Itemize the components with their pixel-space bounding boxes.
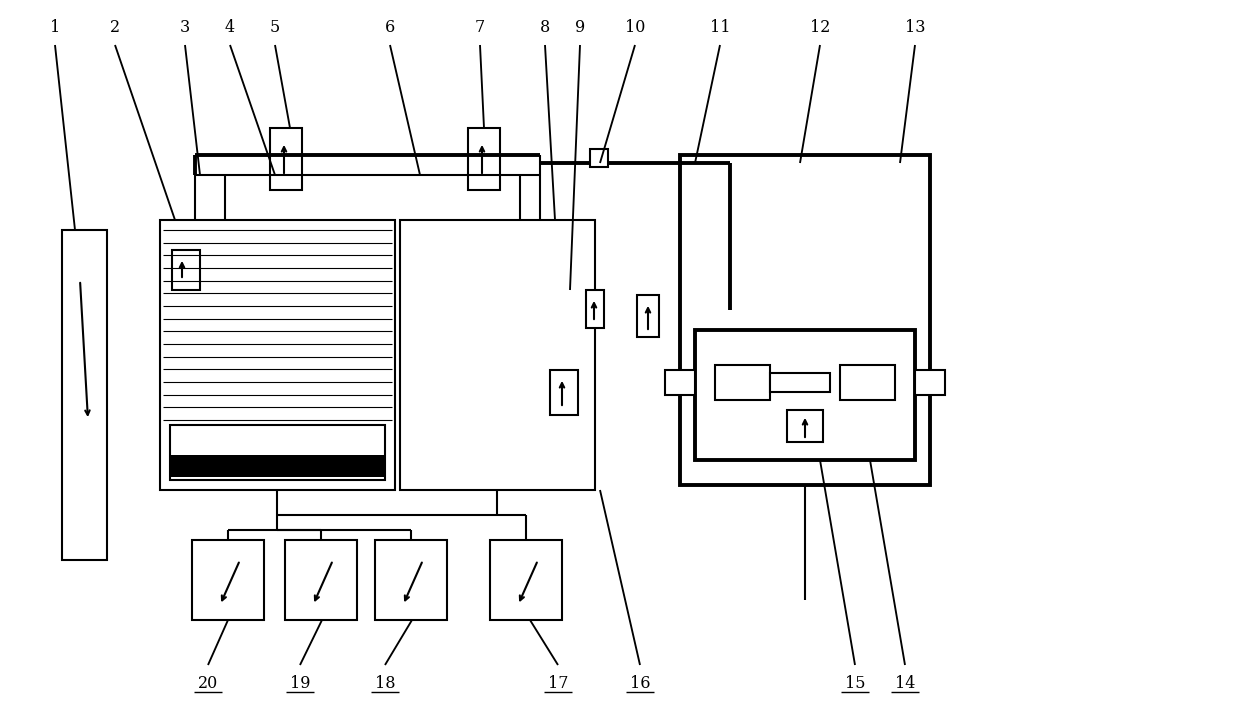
Bar — [680, 155, 930, 485]
Text: 1: 1 — [50, 19, 60, 37]
Text: 9: 9 — [575, 19, 585, 37]
Bar — [551, 370, 578, 415]
Text: 10: 10 — [625, 19, 645, 37]
Text: 8: 8 — [539, 19, 551, 37]
Bar — [62, 230, 107, 560]
Bar — [270, 128, 303, 190]
Text: 13: 13 — [905, 19, 925, 37]
Bar — [170, 455, 384, 477]
Bar — [170, 425, 384, 480]
Bar — [490, 540, 562, 620]
Bar — [401, 220, 595, 490]
Bar — [192, 540, 264, 620]
Bar — [665, 370, 694, 395]
Text: 18: 18 — [374, 675, 396, 691]
Bar — [715, 365, 770, 400]
Bar — [160, 220, 396, 490]
Text: 20: 20 — [198, 675, 218, 691]
Bar — [770, 373, 830, 392]
Text: 11: 11 — [709, 19, 730, 37]
Bar — [172, 250, 200, 290]
Text: 3: 3 — [180, 19, 190, 37]
Bar — [787, 410, 823, 442]
Bar — [467, 128, 500, 190]
Text: 14: 14 — [895, 675, 915, 691]
Bar — [587, 290, 604, 328]
Bar — [637, 295, 658, 337]
Text: 4: 4 — [224, 19, 236, 37]
Bar — [374, 540, 446, 620]
Text: 7: 7 — [475, 19, 485, 37]
Text: 17: 17 — [548, 675, 568, 691]
Bar — [590, 149, 608, 167]
Text: 6: 6 — [384, 19, 396, 37]
Text: 15: 15 — [844, 675, 866, 691]
Bar — [839, 365, 895, 400]
Text: 12: 12 — [810, 19, 831, 37]
Text: 19: 19 — [290, 675, 310, 691]
Text: 5: 5 — [270, 19, 280, 37]
Text: 2: 2 — [110, 19, 120, 37]
Text: 16: 16 — [630, 675, 650, 691]
Bar — [694, 330, 915, 460]
Bar — [915, 370, 945, 395]
Bar — [285, 540, 357, 620]
